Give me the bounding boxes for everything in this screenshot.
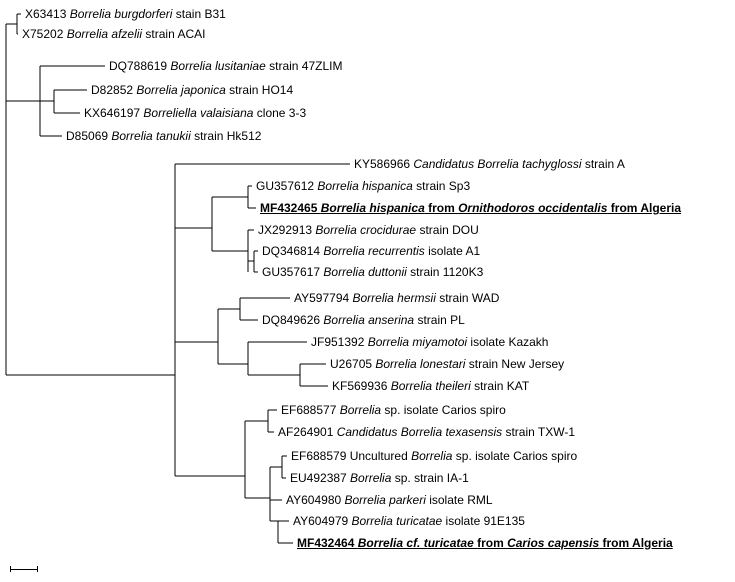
taxon-label: U26705 Borrelia lonestari strain New Jer…: [330, 357, 564, 371]
taxon-label: DQ849626 Borrelia anserina strain PL: [262, 313, 465, 327]
taxon-label: DQ788619 Borrelia lusitaniae strain 47ZL…: [109, 59, 342, 73]
taxon-label: KY586966 Candidatus Borrelia tachyglossi…: [354, 157, 625, 171]
taxon-label: EU492387 Borrelia sp. strain IA-1: [290, 471, 469, 485]
taxon-label: AY604979 Borrelia turicatae isolate 91E1…: [293, 514, 525, 528]
taxon-label: GU357612 Borrelia hispanica strain Sp3: [256, 179, 470, 193]
phylogenetic-tree: X63413 Borrelia burgdorferi stain B31 X75…: [0, 0, 735, 582]
scale-bar: [10, 566, 38, 572]
taxon-label: AF264901 Candidatus Borrelia texasensis …: [278, 425, 575, 439]
taxon-label: AY597794 Borrelia hermsii strain WAD: [294, 291, 499, 305]
taxon-label: D85069 Borrelia tanukii strain Hk512: [66, 129, 261, 143]
taxon-label: X75202 Borrelia afzelii strain ACAI: [22, 27, 205, 41]
taxon-label: JF951392 Borrelia miyamotoi isolate Kaza…: [311, 335, 548, 349]
taxon-label: KX646197 Borreliella valaisiana clone 3-…: [84, 106, 306, 120]
taxon-label: MF432464 Borrelia cf. turicatae from Car…: [297, 536, 673, 550]
taxon-label: DQ346814 Borrelia recurrentis isolate A1: [262, 244, 480, 258]
taxon-label: MF432465 Borrelia hispanica from Ornitho…: [260, 201, 681, 215]
taxon-label: X63413 Borrelia burgdorferi stain B31: [25, 7, 226, 21]
taxon-label: D82852 Borrelia japonica strain HO14: [91, 83, 293, 97]
taxon-label: EF688577 Borrelia sp. isolate Carios spi…: [281, 403, 506, 417]
taxon-label: EF688579 Uncultured Borrelia sp. isolate…: [291, 449, 577, 463]
taxon-label: GU357617 Borrelia duttonii strain 1120K3: [262, 265, 483, 279]
taxon-label: AY604980 Borrelia parkeri isolate RML: [286, 493, 493, 507]
taxon-label: KF569936 Borrelia theileri strain KAT: [332, 379, 529, 393]
taxon-label: JX292913 Borrelia crocidurae strain DOU: [258, 223, 479, 237]
